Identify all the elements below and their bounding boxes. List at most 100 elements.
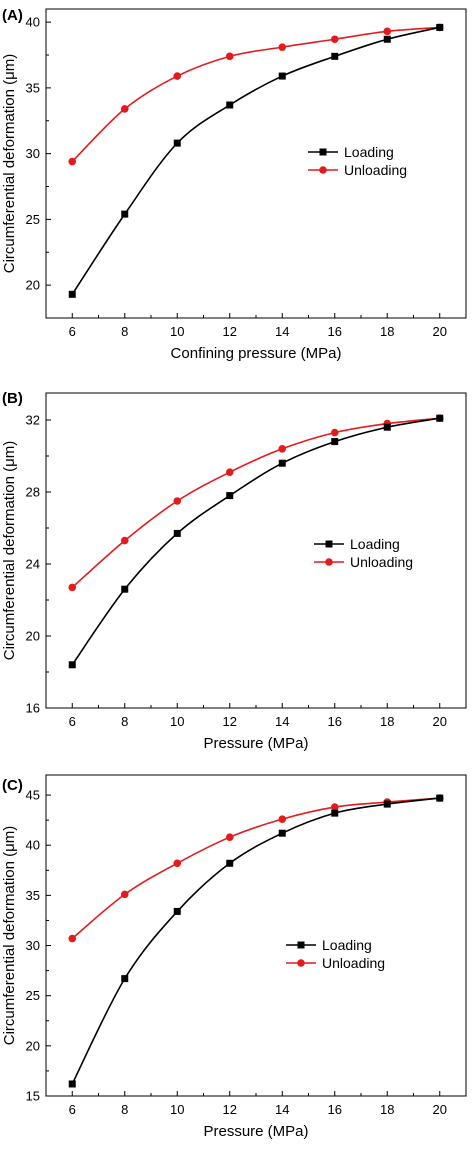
data-point-unloading	[330, 428, 339, 437]
data-point-unloading	[173, 497, 182, 505]
x-tick-label: 12	[223, 714, 237, 729]
x-tick-label: 10	[170, 714, 184, 729]
x-tick-label: 14	[275, 714, 289, 729]
data-point-unloading	[225, 52, 234, 61]
panel-c: 6 8 10 12 14 16 18 20 15 20 25 30 35 40 45 Pressure (MP…	[1, 774, 467, 1140]
y-axis-label: Circumferential deformation (μm)	[1, 826, 18, 1046]
data-point-unloading	[330, 35, 339, 44]
x-tick-label: 20	[433, 324, 447, 339]
data-point-unloading	[383, 27, 392, 36]
y-axis-label: Circumferential deformation (μm)	[1, 441, 18, 661]
data-point-loading	[331, 438, 339, 446]
data-point-loading	[226, 492, 234, 500]
data-point-loading	[331, 809, 339, 817]
x-tick-label: 6	[69, 714, 76, 729]
x-tick-label: 6	[69, 324, 76, 339]
data-point-loading	[436, 414, 444, 422]
data-point-unloading	[278, 43, 287, 51]
legend-label-loading: Loading	[350, 536, 400, 552]
data-point-unloading	[173, 859, 182, 868]
series-line-loading	[71, 797, 440, 1085]
x-axis-label: Pressure (MPa)	[203, 1123, 308, 1140]
data-point-unloading	[120, 536, 129, 545]
x-axis-label: Confining pressure (MPa)	[171, 345, 342, 362]
data-point-loading	[121, 585, 129, 593]
series-line-unloading	[71, 797, 440, 940]
series-line-unloading	[71, 26, 440, 163]
y-tick-label: 20	[26, 629, 40, 644]
data-point-unloading	[173, 72, 182, 80]
x-tick-label: 18	[380, 324, 394, 339]
data-point-loading	[278, 72, 286, 80]
data-point-loading	[68, 290, 76, 298]
y-tick-label: 28	[26, 485, 40, 500]
data-point-unloading	[68, 934, 77, 943]
y-tick-label: 25	[26, 212, 40, 227]
y-tick-label: 24	[26, 557, 40, 572]
x-tick-label: 16	[328, 1102, 342, 1117]
x-tick-label: 12	[223, 324, 237, 339]
legend-label-unloading: Unloading	[350, 554, 413, 570]
y-tick-label: 25	[26, 988, 40, 1003]
data-point-unloading	[68, 157, 77, 166]
data-point-loading	[226, 101, 234, 109]
legend-marker-unloading	[297, 959, 305, 967]
x-tick-label: 10	[170, 324, 184, 339]
plot-frame	[45, 392, 467, 709]
data-point-loading	[121, 210, 129, 218]
y-tick-label: 16	[26, 701, 40, 716]
x-tick-label: 18	[380, 714, 394, 729]
x-axis-label: Pressure (MPa)	[203, 735, 308, 752]
legend-marker-loading	[297, 941, 305, 949]
panel-b: 6 8 10 12 14 16 18 20 16 20 24 28 32 Pressure (MPa) Ci…	[1, 390, 467, 752]
x-tick-label: 16	[328, 324, 342, 339]
data-point-loading	[121, 975, 129, 983]
x-tick-label: 12	[223, 1102, 237, 1117]
legend: Loading Unloading	[308, 144, 407, 178]
data-point-unloading	[225, 833, 234, 841]
data-point-loading	[436, 794, 444, 802]
data-point-unloading	[330, 803, 339, 811]
data-point-loading	[173, 529, 181, 537]
series-line-loading	[71, 26, 440, 295]
panel-a: 6 8 10 12 14 16 18 20 20 25 30 35 40 Confining pressu…	[1, 7, 467, 362]
legend-label-loading: Loading	[344, 144, 394, 160]
data-point-loading	[226, 859, 234, 867]
legend-label-unloading: Unloading	[322, 955, 385, 971]
data-point-unloading	[120, 890, 129, 899]
legend-marker-unloading	[319, 166, 327, 174]
data-point-loading	[436, 23, 444, 31]
x-tick-label: 18	[380, 1102, 394, 1117]
x-tick-label: 8	[121, 714, 128, 729]
data-point-loading	[331, 52, 339, 60]
data-point-loading	[173, 139, 181, 147]
x-tick-label: 8	[121, 324, 128, 339]
legend-marker-loading	[319, 148, 327, 156]
data-point-loading	[173, 907, 181, 915]
panel-label: (B)	[2, 390, 23, 407]
data-point-loading	[278, 459, 286, 467]
y-tick-label: 45	[26, 788, 40, 803]
panel-label: (C)	[2, 777, 23, 794]
x-tick-label: 8	[121, 1102, 128, 1117]
data-point-loading	[278, 829, 286, 837]
panel-label: (A)	[2, 7, 23, 24]
plot-frame	[45, 774, 467, 1097]
y-tick-label: 35	[26, 888, 40, 903]
data-point-loading	[68, 661, 76, 669]
y-tick-label: 20	[26, 278, 40, 293]
legend-label-unloading: Unloading	[344, 162, 407, 178]
data-point-loading	[383, 423, 391, 431]
x-tick-label: 16	[328, 714, 342, 729]
x-tick-label: 14	[275, 1102, 289, 1117]
x-tick-label: 6	[69, 1102, 76, 1117]
data-point-unloading	[120, 105, 129, 113]
y-tick-label: 15	[26, 1089, 40, 1104]
data-point-unloading	[278, 815, 287, 823]
x-tick-label: 20	[433, 714, 447, 729]
y-tick-label: 35	[26, 80, 40, 95]
data-point-unloading	[68, 583, 77, 592]
data-point-loading	[383, 800, 391, 808]
